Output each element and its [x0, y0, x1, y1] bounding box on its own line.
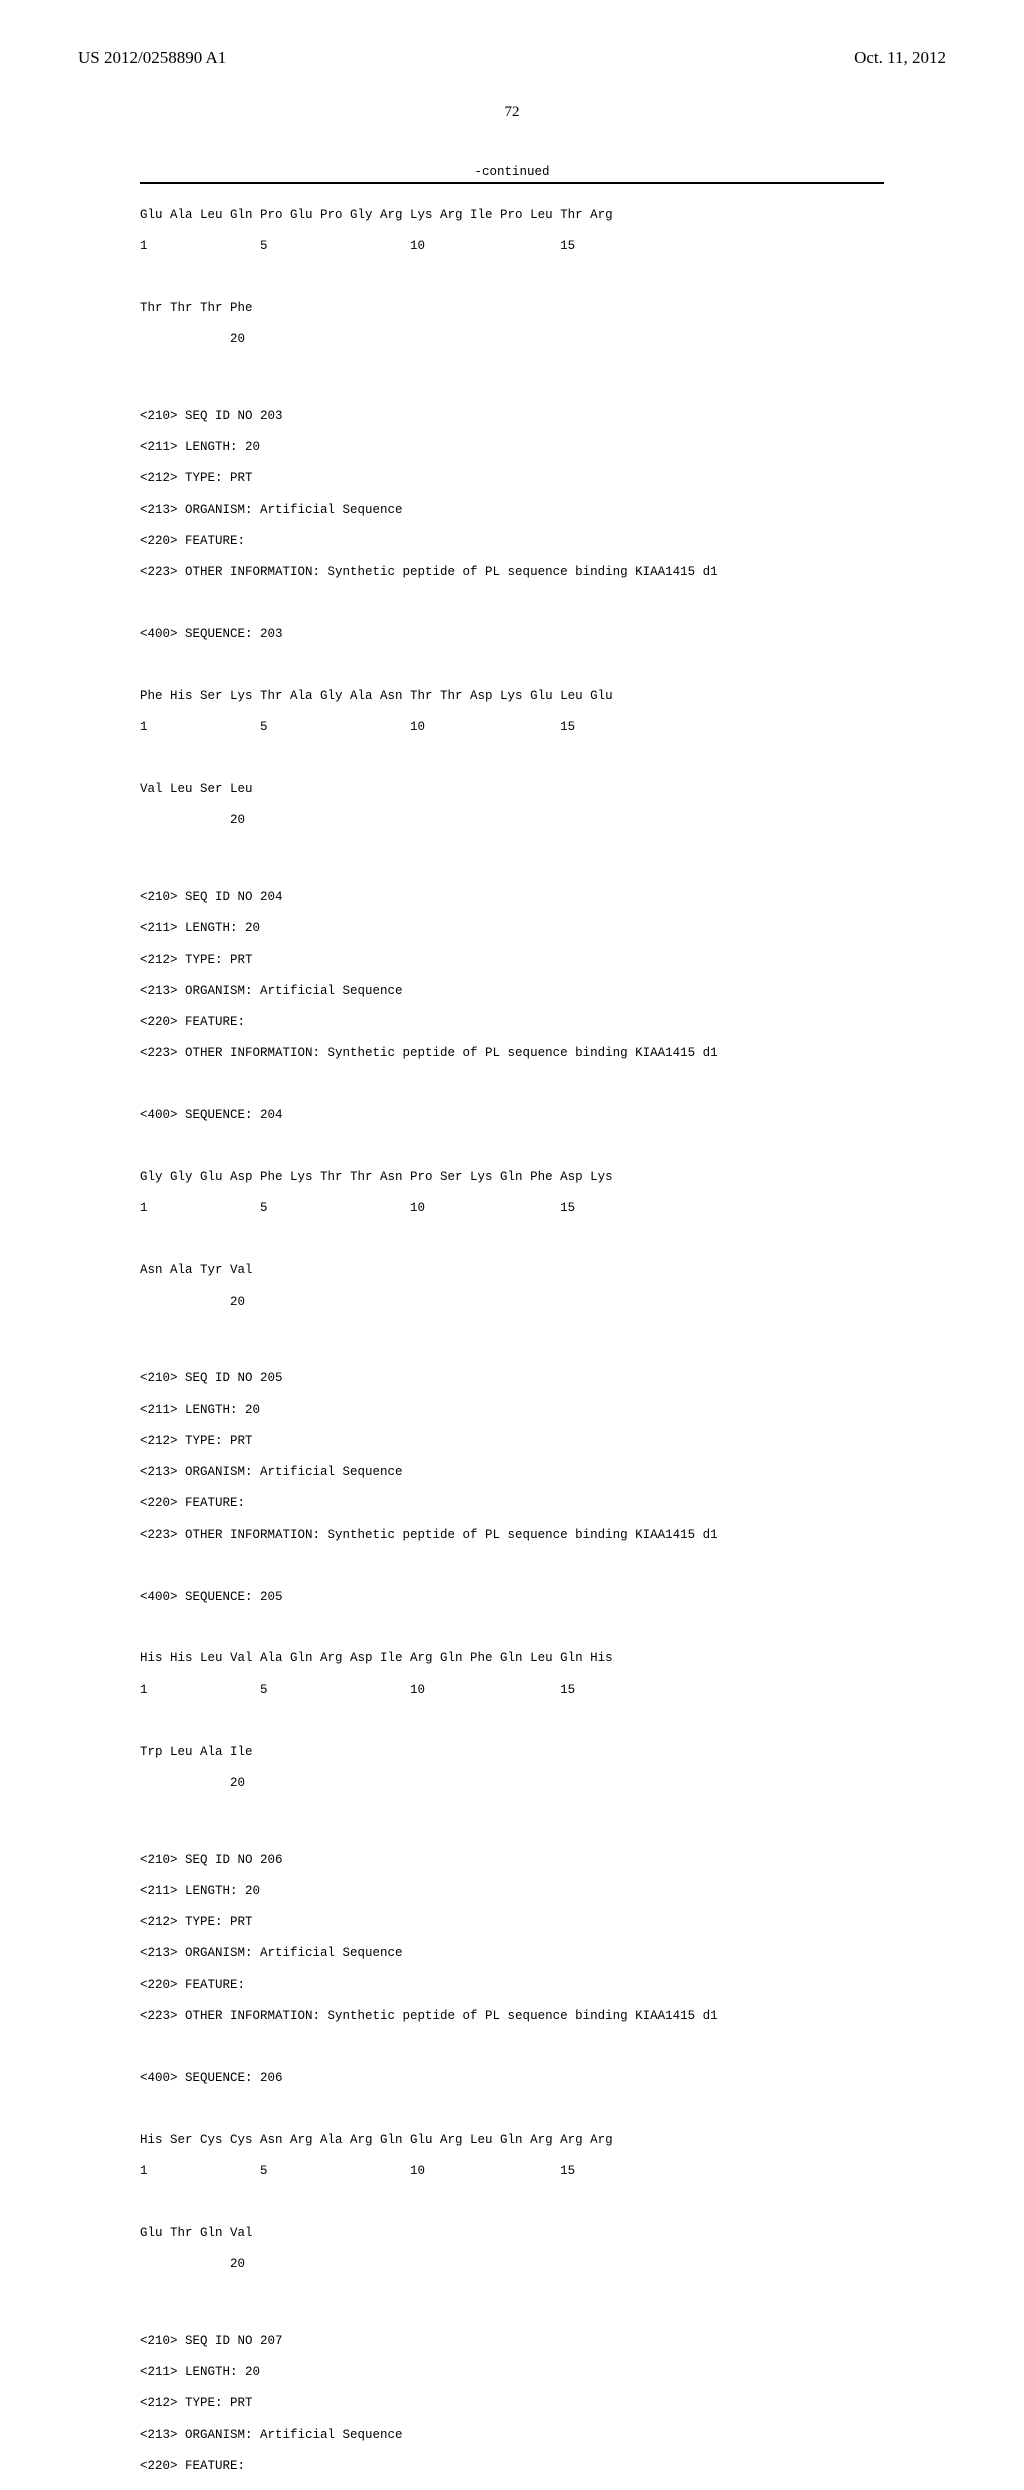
continued-label: -continued: [0, 165, 1024, 179]
residue-line: Glu Ala Leu Gln Pro Glu Pro Gly Arg Lys …: [140, 208, 884, 224]
meta-line: <212> TYPE: PRT: [140, 1434, 884, 1450]
meta-line: <220> FEATURE:: [140, 1496, 884, 1512]
residue-line: Gly Gly Glu Asp Phe Lys Thr Thr Asn Pro …: [140, 1170, 884, 1186]
position-line: 1 5 10 15: [140, 2164, 884, 2180]
meta-line: <212> TYPE: PRT: [140, 953, 884, 969]
position-line: 1 5 10 15: [140, 1201, 884, 1217]
position-line: 20: [140, 332, 884, 348]
meta-line: <220> FEATURE:: [140, 1015, 884, 1031]
position-line: 20: [140, 1776, 884, 1792]
sequence-header: <400> SEQUENCE: 203: [140, 627, 884, 643]
residue-line: Val Leu Ser Leu: [140, 782, 884, 798]
meta-line: <210> SEQ ID NO 203: [140, 409, 884, 425]
position-line: 20: [140, 2257, 884, 2273]
meta-line: <223> OTHER INFORMATION: Synthetic pepti…: [140, 1046, 884, 1062]
meta-line: <210> SEQ ID NO 204: [140, 890, 884, 906]
meta-line: <223> OTHER INFORMATION: Synthetic pepti…: [140, 565, 884, 581]
position-line: 1 5 10 15: [140, 720, 884, 736]
residue-line: His Ser Cys Cys Asn Arg Ala Arg Gln Glu …: [140, 2133, 884, 2149]
position-line: 1 5 10 15: [140, 239, 884, 255]
meta-line: <211> LENGTH: 20: [140, 2365, 884, 2381]
meta-line: <211> LENGTH: 20: [140, 440, 884, 456]
meta-line: <213> ORGANISM: Artificial Sequence: [140, 1465, 884, 1481]
sequence-header: <400> SEQUENCE: 204: [140, 1108, 884, 1124]
residue-line: Asn Ala Tyr Val: [140, 1263, 884, 1279]
meta-line: <220> FEATURE:: [140, 1978, 884, 1994]
meta-line: <210> SEQ ID NO 205: [140, 1371, 884, 1387]
meta-line: <211> LENGTH: 20: [140, 1403, 884, 1419]
meta-line: <223> OTHER INFORMATION: Synthetic pepti…: [140, 1528, 884, 1544]
meta-line: <213> ORGANISM: Artificial Sequence: [140, 503, 884, 519]
meta-line: <213> ORGANISM: Artificial Sequence: [140, 2428, 884, 2444]
residue-line: His His Leu Val Ala Gln Arg Asp Ile Arg …: [140, 1651, 884, 1667]
position-line: 1 5 10 15: [140, 1683, 884, 1699]
publication-date: Oct. 11, 2012: [854, 48, 946, 68]
meta-line: <211> LENGTH: 20: [140, 921, 884, 937]
meta-line: <220> FEATURE:: [140, 2459, 884, 2475]
page-number: 72: [0, 104, 1024, 121]
residue-line: Glu Thr Gln Val: [140, 2226, 884, 2242]
meta-line: <211> LENGTH: 20: [140, 1884, 884, 1900]
meta-line: <213> ORGANISM: Artificial Sequence: [140, 984, 884, 1000]
section-rule: [140, 182, 884, 184]
position-line: 20: [140, 1295, 884, 1311]
sequence-header: <400> SEQUENCE: 206: [140, 2071, 884, 2087]
residue-line: Thr Thr Thr Phe: [140, 301, 884, 317]
position-line: 20: [140, 813, 884, 829]
meta-line: <223> OTHER INFORMATION: Synthetic pepti…: [140, 2009, 884, 2025]
meta-line: <220> FEATURE:: [140, 534, 884, 550]
meta-line: <210> SEQ ID NO 207: [140, 2334, 884, 2350]
meta-line: <212> TYPE: PRT: [140, 2396, 884, 2412]
page-header: US 2012/0258890 A1 Oct. 11, 2012: [0, 48, 1024, 68]
sequence-header: <400> SEQUENCE: 205: [140, 1590, 884, 1606]
publication-number: US 2012/0258890 A1: [78, 48, 226, 68]
meta-line: <212> TYPE: PRT: [140, 471, 884, 487]
residue-line: Phe His Ser Lys Thr Ala Gly Ala Asn Thr …: [140, 689, 884, 705]
meta-line: <213> ORGANISM: Artificial Sequence: [140, 1946, 884, 1962]
sequence-listing: Glu Ala Leu Gln Pro Glu Pro Gly Arg Lys …: [140, 192, 884, 2490]
meta-line: <210> SEQ ID NO 206: [140, 1853, 884, 1869]
residue-line: Trp Leu Ala Ile: [140, 1745, 884, 1761]
meta-line: <212> TYPE: PRT: [140, 1915, 884, 1931]
